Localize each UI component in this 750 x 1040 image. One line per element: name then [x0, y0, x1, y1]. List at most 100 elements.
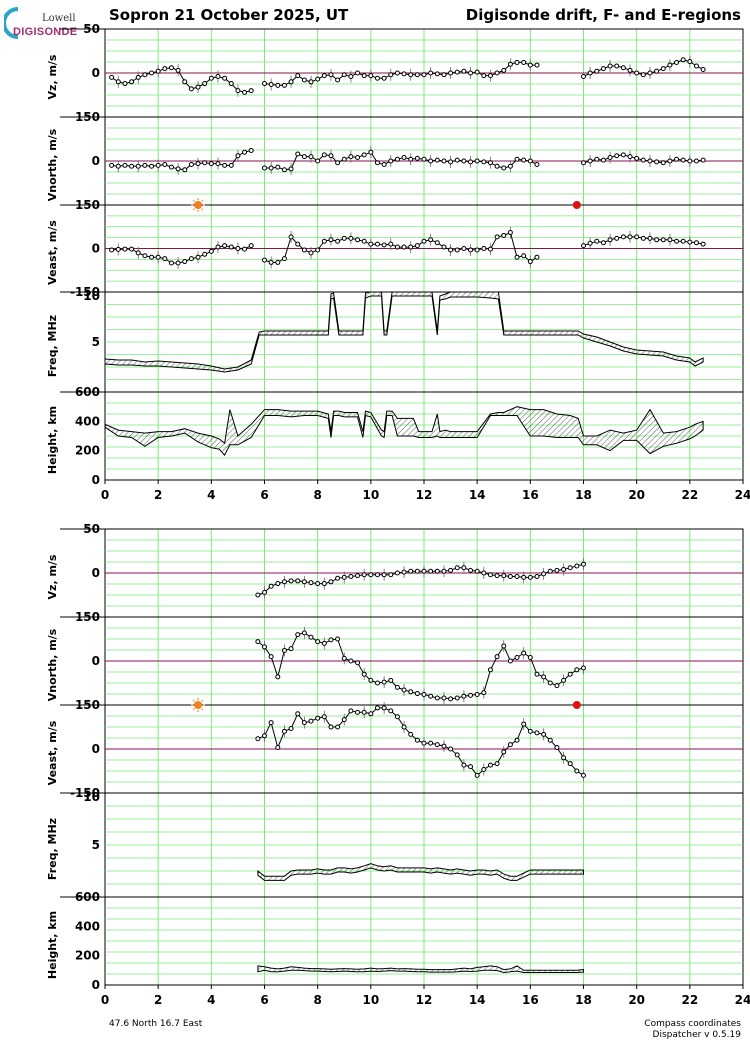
data-point — [494, 761, 500, 767]
data-point — [168, 65, 174, 71]
x-tick-label: 8 — [313, 993, 321, 1007]
data-point — [262, 257, 267, 263]
data-point — [448, 696, 454, 702]
data-point — [574, 768, 580, 774]
data-point — [534, 162, 540, 168]
data-point — [521, 157, 527, 163]
data-point — [315, 715, 321, 721]
data-point — [547, 680, 553, 686]
data-point — [222, 162, 228, 168]
data-point — [335, 575, 341, 581]
data-point — [674, 59, 680, 65]
x-tick-label: 0 — [101, 488, 109, 502]
data-point — [541, 731, 547, 737]
data-point — [514, 574, 520, 580]
data-point — [614, 63, 620, 69]
data-point — [654, 68, 660, 74]
data-point — [188, 86, 194, 92]
data-point — [295, 241, 301, 247]
data-point — [361, 709, 367, 715]
data-point — [328, 637, 334, 643]
data-point — [541, 674, 547, 680]
data-point — [388, 72, 394, 78]
data-point — [301, 247, 307, 253]
data-point — [301, 630, 307, 636]
data-point — [428, 158, 434, 164]
data-point — [109, 247, 115, 253]
data-point — [421, 156, 427, 162]
y-tick-label: 0 — [92, 66, 100, 80]
data-point — [374, 680, 380, 686]
data-point — [401, 71, 407, 77]
data-point — [394, 156, 400, 162]
x-tick-label: 10 — [362, 488, 379, 502]
y-tick-label: 400 — [75, 919, 100, 933]
x-tick-label: 24 — [735, 993, 750, 1007]
data-point — [268, 259, 274, 265]
data-point — [275, 581, 281, 587]
data-point — [182, 259, 188, 265]
data-point — [434, 742, 440, 748]
data-point — [288, 234, 294, 240]
data-point — [627, 154, 633, 160]
sunrise-disc — [194, 701, 203, 709]
data-point — [288, 79, 294, 85]
e-region-panel-vz — [60, 528, 743, 617]
x-tick-label: 14 — [469, 488, 486, 502]
data-point — [534, 254, 540, 260]
data-point — [109, 162, 115, 168]
data-point — [368, 241, 374, 247]
data-point — [361, 73, 367, 79]
sunset-marker-icon — [572, 201, 581, 209]
data-point — [640, 72, 646, 78]
data-point — [448, 159, 454, 165]
data-point — [122, 81, 128, 87]
data-point — [620, 65, 626, 71]
data-point — [355, 70, 361, 76]
data-point — [315, 247, 321, 253]
data-point — [640, 235, 646, 241]
data-point — [454, 247, 460, 253]
f-region-panel-vnorth — [60, 116, 743, 205]
data-point — [527, 654, 533, 660]
data-point — [693, 158, 699, 164]
data-point — [248, 243, 254, 249]
y-axis-label: Vz, m/s — [46, 554, 59, 599]
data-point — [149, 163, 155, 169]
data-point — [534, 574, 540, 580]
data-point — [122, 162, 128, 168]
data-point — [321, 238, 327, 244]
data-point — [348, 235, 354, 241]
data-point — [521, 721, 527, 727]
data-point — [401, 569, 407, 575]
data-point — [135, 74, 141, 80]
data-point — [501, 643, 507, 649]
data-point — [620, 234, 626, 240]
sunrise-marker-icon — [191, 698, 206, 712]
data-point — [295, 151, 301, 157]
data-point — [660, 66, 666, 72]
data-point — [527, 728, 533, 734]
data-point — [468, 764, 474, 770]
data-point — [514, 156, 520, 162]
data-point — [335, 77, 341, 83]
data-point — [155, 254, 161, 260]
data-point — [481, 73, 487, 79]
data-point — [627, 234, 633, 240]
data-point — [481, 159, 487, 165]
data-point — [328, 237, 334, 243]
logo-arc-icon — [2, 7, 19, 39]
data-point — [341, 717, 347, 723]
y-axis-label: Freq, MHz — [46, 315, 59, 377]
series-line — [111, 67, 252, 93]
data-point — [607, 154, 613, 160]
data-point — [288, 166, 294, 172]
data-point — [408, 156, 414, 162]
data-point — [268, 583, 274, 589]
data-point — [514, 654, 520, 660]
data-point — [222, 243, 228, 249]
sunrise-ray — [192, 708, 195, 711]
data-point — [361, 152, 367, 158]
data-point — [162, 66, 168, 72]
data-point — [168, 260, 174, 266]
